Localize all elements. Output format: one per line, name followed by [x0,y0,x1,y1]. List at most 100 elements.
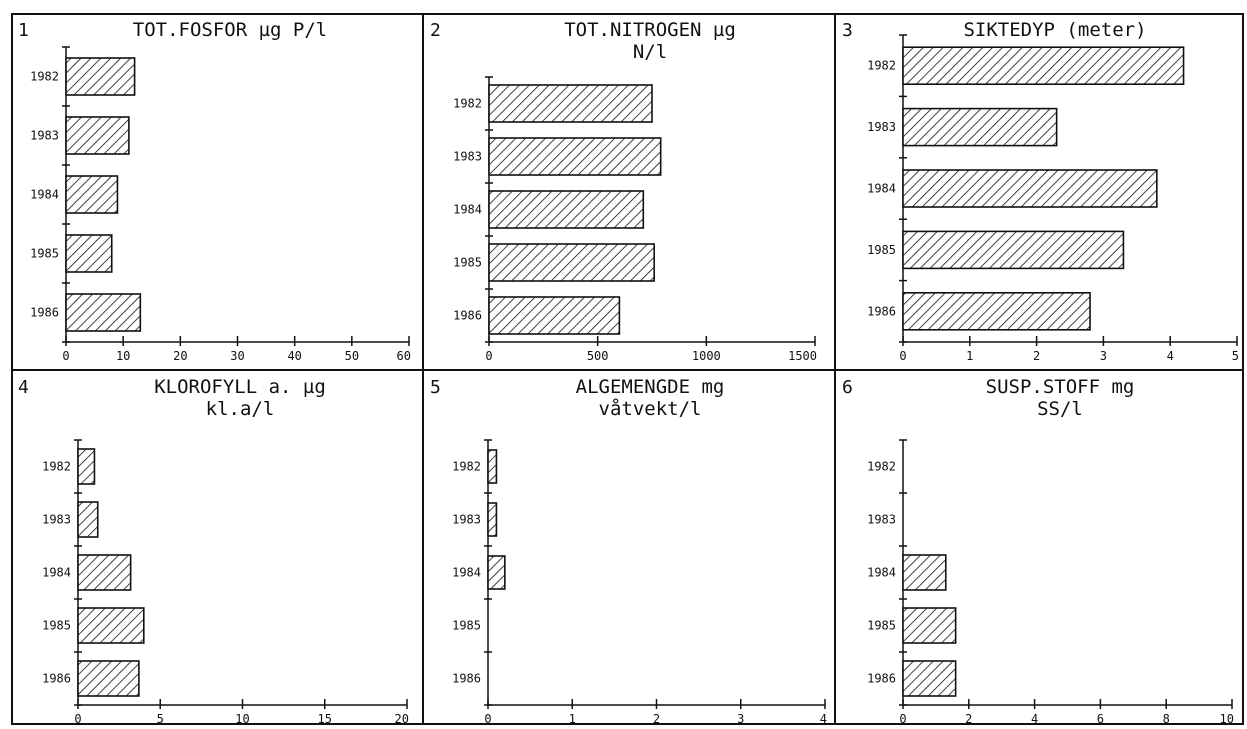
bar-1983 [488,137,662,176]
x-tick-label: 1 [569,712,576,726]
bar-1986 [488,296,621,335]
x-tick-label: 0 [62,349,69,363]
panel-tot-nitrogen: 2 TOT.NITROGEN µgN/l 0 500 1000 1500 1982 1983 1… [430,19,817,363]
bar-1983 [77,501,99,538]
x-tick-label: 1500 [788,349,817,363]
category-label: 1983 [453,150,482,164]
bar-1983 [902,107,1058,147]
panel-title-line: N/l [633,41,667,63]
x-tick-label: 15 [318,712,332,726]
panel-number: 6 [842,377,853,398]
bar-1982 [77,448,96,485]
bar-1984 [488,190,645,229]
category-label: 1985 [452,619,481,633]
category-label: 1986 [867,672,896,686]
bar-1982 [65,57,136,96]
panel-title-line: våtvekt/l [599,397,702,420]
x-tick-label: 50 [345,349,359,363]
bar-1985 [488,243,655,282]
panel-number: 3 [842,20,853,41]
category-label: 1984 [867,182,896,196]
panel-title-line: SIKTEDYP (meter) [963,19,1146,41]
x-tick-label: 60 [397,349,411,363]
bar-1986 [902,291,1091,331]
x-tick-label: 0 [485,349,492,363]
category-label: 1984 [453,203,482,217]
category-label: 1985 [42,619,71,633]
bar-1982 [902,46,1185,86]
category-label: 1984 [452,566,481,580]
category-label: 1982 [452,460,481,474]
panel-number: 2 [430,20,441,41]
x-tick-label: 2 [1033,349,1040,363]
x-tick-label: 10 [1220,712,1234,726]
panel-number: 4 [18,377,29,398]
category-label: 1986 [452,672,481,686]
x-tick-label: 3 [737,712,744,726]
bar-1986 [65,293,142,332]
x-tick-label: 2 [653,712,660,726]
category-label: 1986 [453,309,482,323]
category-label: 1985 [867,619,896,633]
panel-number: 5 [430,377,441,398]
x-tick-label: 30 [230,349,244,363]
panel-title-line: kl.a/l [206,398,275,420]
category-label: 1983 [42,513,71,527]
category-label: 1985 [867,243,896,257]
bar-1984 [902,554,947,591]
x-tick-label: 4 [820,712,827,726]
bar-1985 [65,234,113,273]
x-tick-label: 10 [235,712,249,726]
x-tick-label: 0 [899,349,906,363]
category-label: 1982 [867,460,896,474]
x-tick-label: 4 [1031,712,1038,726]
x-tick-label: 4 [1167,349,1174,363]
x-tick-label: 500 [587,349,609,363]
panel-title-line: ALGEMENGDE mg [576,376,725,398]
category-label: 1984 [867,566,896,580]
panel-title-line: KLOROFYLL a. µg [154,376,326,398]
x-tick-label: 0 [484,712,491,726]
panel-title-line: SUSP.STOFF mg [986,376,1135,398]
bar-1982 [488,84,653,123]
bar-1985 [902,607,957,644]
category-label: 1985 [30,247,59,261]
category-label: 1986 [867,304,896,318]
x-tick-label: 0 [74,712,81,726]
x-tick-label: 8 [1163,712,1170,726]
category-label: 1983 [867,120,896,134]
bar-1985 [902,230,1125,270]
bar-1984 [77,554,132,591]
bar-1982 [487,449,498,484]
x-tick-label: 0 [899,712,906,726]
category-label: 1985 [453,256,482,270]
panel-title-line: SS/l [1037,398,1083,420]
category-label: 1983 [452,513,481,527]
x-tick-label: 1 [966,349,973,363]
panel-siktedyp: 3 SIKTEDYP (meter) 0 1 2 3 4 5 1982 1983 1984 1985 1… [842,19,1239,363]
category-label: 1986 [42,672,71,686]
x-tick-label: 5 [1232,349,1239,363]
panel-title-line: TOT.NITROGEN µg [564,19,736,41]
category-label: 1984 [42,566,71,580]
bar-1984 [65,175,119,214]
x-tick-label: 1000 [692,349,721,363]
x-tick-label: 20 [395,712,409,726]
bar-1983 [487,502,498,537]
bar-1984 [487,555,506,590]
bar-1983 [65,116,130,155]
category-label: 1984 [30,188,59,202]
category-label: 1983 [867,513,896,527]
panel-number: 1 [18,20,29,41]
bar-1985 [77,607,145,644]
x-tick-label: 3 [1100,349,1107,363]
category-label: 1982 [867,59,896,73]
panel-tot-fosfor: 1 TOT.FOSFOR µg P/l 0 10 20 30 40 50 60 1982 1983 1… [18,19,411,363]
panel-title-line: TOT.FOSFOR µg P/l [133,19,327,41]
category-label: 1983 [30,129,59,143]
x-tick-label: 40 [287,349,301,363]
